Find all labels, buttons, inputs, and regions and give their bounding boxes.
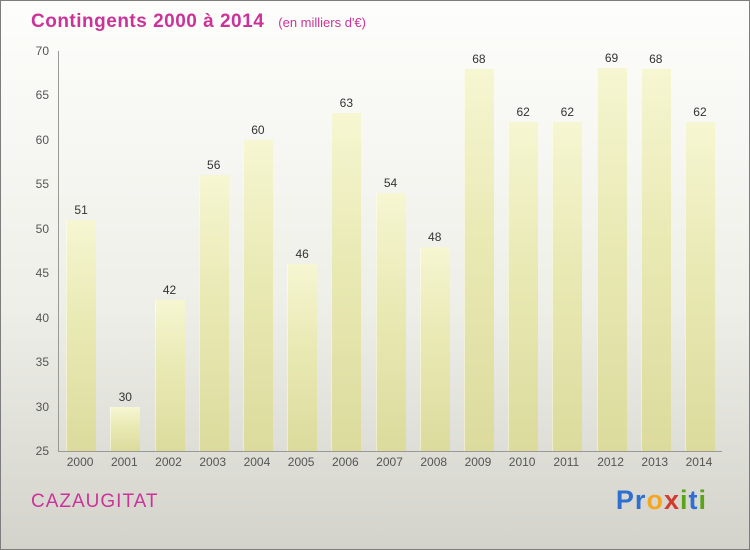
y-tick-label: 45: [35, 266, 49, 281]
location-label: CAZAUGITAT: [31, 491, 159, 512]
x-tick-label: 2011: [553, 455, 580, 469]
x-tick-label: 2007: [376, 455, 403, 469]
plot-area: 51 30 42 56 60 46 63 54 48 68 62 62 69 68 62: [58, 51, 722, 452]
bar-value-label: 62: [560, 105, 575, 120]
x-tick-label: 2013: [641, 455, 669, 469]
x-tick-label: 2009: [464, 455, 492, 469]
bar-value-label: 30: [118, 389, 132, 404]
logo-letter: i: [698, 485, 707, 515]
proxiti-logo: Proxiti: [616, 485, 707, 516]
logo-letter: x: [663, 485, 680, 515]
bar-slot: 51: [59, 51, 103, 451]
bar-value-label: 48: [428, 229, 442, 244]
bar-value-label: 60: [251, 122, 265, 137]
x-tick-label: 2014: [685, 455, 713, 469]
bar-slot: 69: [589, 51, 633, 451]
bar-slot: 54: [368, 51, 412, 451]
x-tick-label: 2006: [331, 455, 359, 469]
x-tick-label: 2001: [110, 455, 138, 469]
y-tick-label: 40: [35, 310, 49, 325]
bar: [110, 406, 141, 451]
bar-slot: 68: [634, 51, 678, 451]
bar-slot: 30: [103, 51, 147, 451]
bar-slot: 42: [147, 51, 191, 451]
x-tick-label: 2010: [508, 455, 536, 469]
y-tick-label: 25: [35, 444, 49, 458]
bar-slot: 56: [192, 51, 236, 451]
bar: [508, 122, 539, 451]
bar: [419, 246, 450, 451]
logo-letter: i: [679, 485, 689, 515]
bar-value-label: 56: [207, 158, 221, 173]
logo-letter: P: [615, 485, 635, 515]
y-tick-label: 50: [35, 221, 49, 236]
y-tick-label: 35: [35, 355, 49, 370]
x-tick-label: 2012: [597, 455, 624, 469]
bar-slot: 62: [501, 51, 545, 451]
chart-subtitle: (en milliers d'€): [278, 15, 366, 30]
logo-letter: t: [688, 485, 699, 515]
bar-value-label: 51: [74, 202, 88, 217]
y-tick-label: 70: [35, 44, 49, 58]
bar-value-label: 42: [162, 282, 177, 297]
chart-title: Contingents 2000 à 2014: [31, 11, 265, 32]
y-tick-label: 30: [35, 399, 49, 414]
bar-value-label: 63: [339, 96, 353, 111]
logo-letter: r: [634, 485, 647, 515]
bar: [375, 193, 406, 451]
bar: [154, 299, 185, 451]
bar-slot: 68: [457, 51, 501, 451]
bar: [198, 175, 229, 451]
x-axis: 2000 2001 2002 2003 2004 2005 2006 2007 2008 2009…: [58, 455, 721, 469]
bar: [463, 68, 494, 451]
x-tick-label: 2008: [420, 455, 448, 469]
bar-value-label: 54: [383, 176, 398, 191]
bar: [552, 122, 583, 451]
bar-slot: 62: [545, 51, 589, 451]
bar: [331, 113, 362, 451]
bar-value-label: 68: [649, 51, 663, 66]
x-tick-label: 2000: [66, 455, 94, 469]
bar-slot: 48: [413, 51, 457, 451]
bar-slot: 62: [678, 51, 722, 451]
x-tick-label: 2005: [287, 455, 315, 469]
bar: [66, 219, 97, 451]
logo-letter: o: [646, 485, 664, 515]
x-tick-label: 2002: [155, 455, 182, 469]
bar: [287, 264, 318, 451]
bar-slot: 60: [236, 51, 280, 451]
bar: [684, 122, 715, 451]
y-tick-label: 65: [35, 88, 49, 103]
y-axis: 70 65 60 55 50 45 40 35 30 25: [1, 44, 49, 458]
y-tick-label: 60: [35, 132, 49, 147]
bar: [242, 139, 273, 451]
bar-value-label: 62: [693, 105, 707, 120]
x-tick-label: 2003: [199, 455, 227, 469]
x-tick-label: 2004: [243, 455, 271, 469]
chart-header: Contingents 2000 à 2014 (en milliers d'€): [31, 11, 366, 33]
y-tick-label: 55: [35, 177, 49, 192]
bar-slot: 63: [324, 51, 368, 451]
bar-value-label: 68: [472, 51, 486, 66]
bar-value-label: 62: [516, 105, 530, 120]
bar-value-label: 46: [295, 247, 309, 262]
bar: [640, 68, 671, 451]
bar: [596, 68, 627, 451]
bar-slot: 46: [280, 51, 324, 451]
bar-value-label: 69: [604, 51, 619, 65]
